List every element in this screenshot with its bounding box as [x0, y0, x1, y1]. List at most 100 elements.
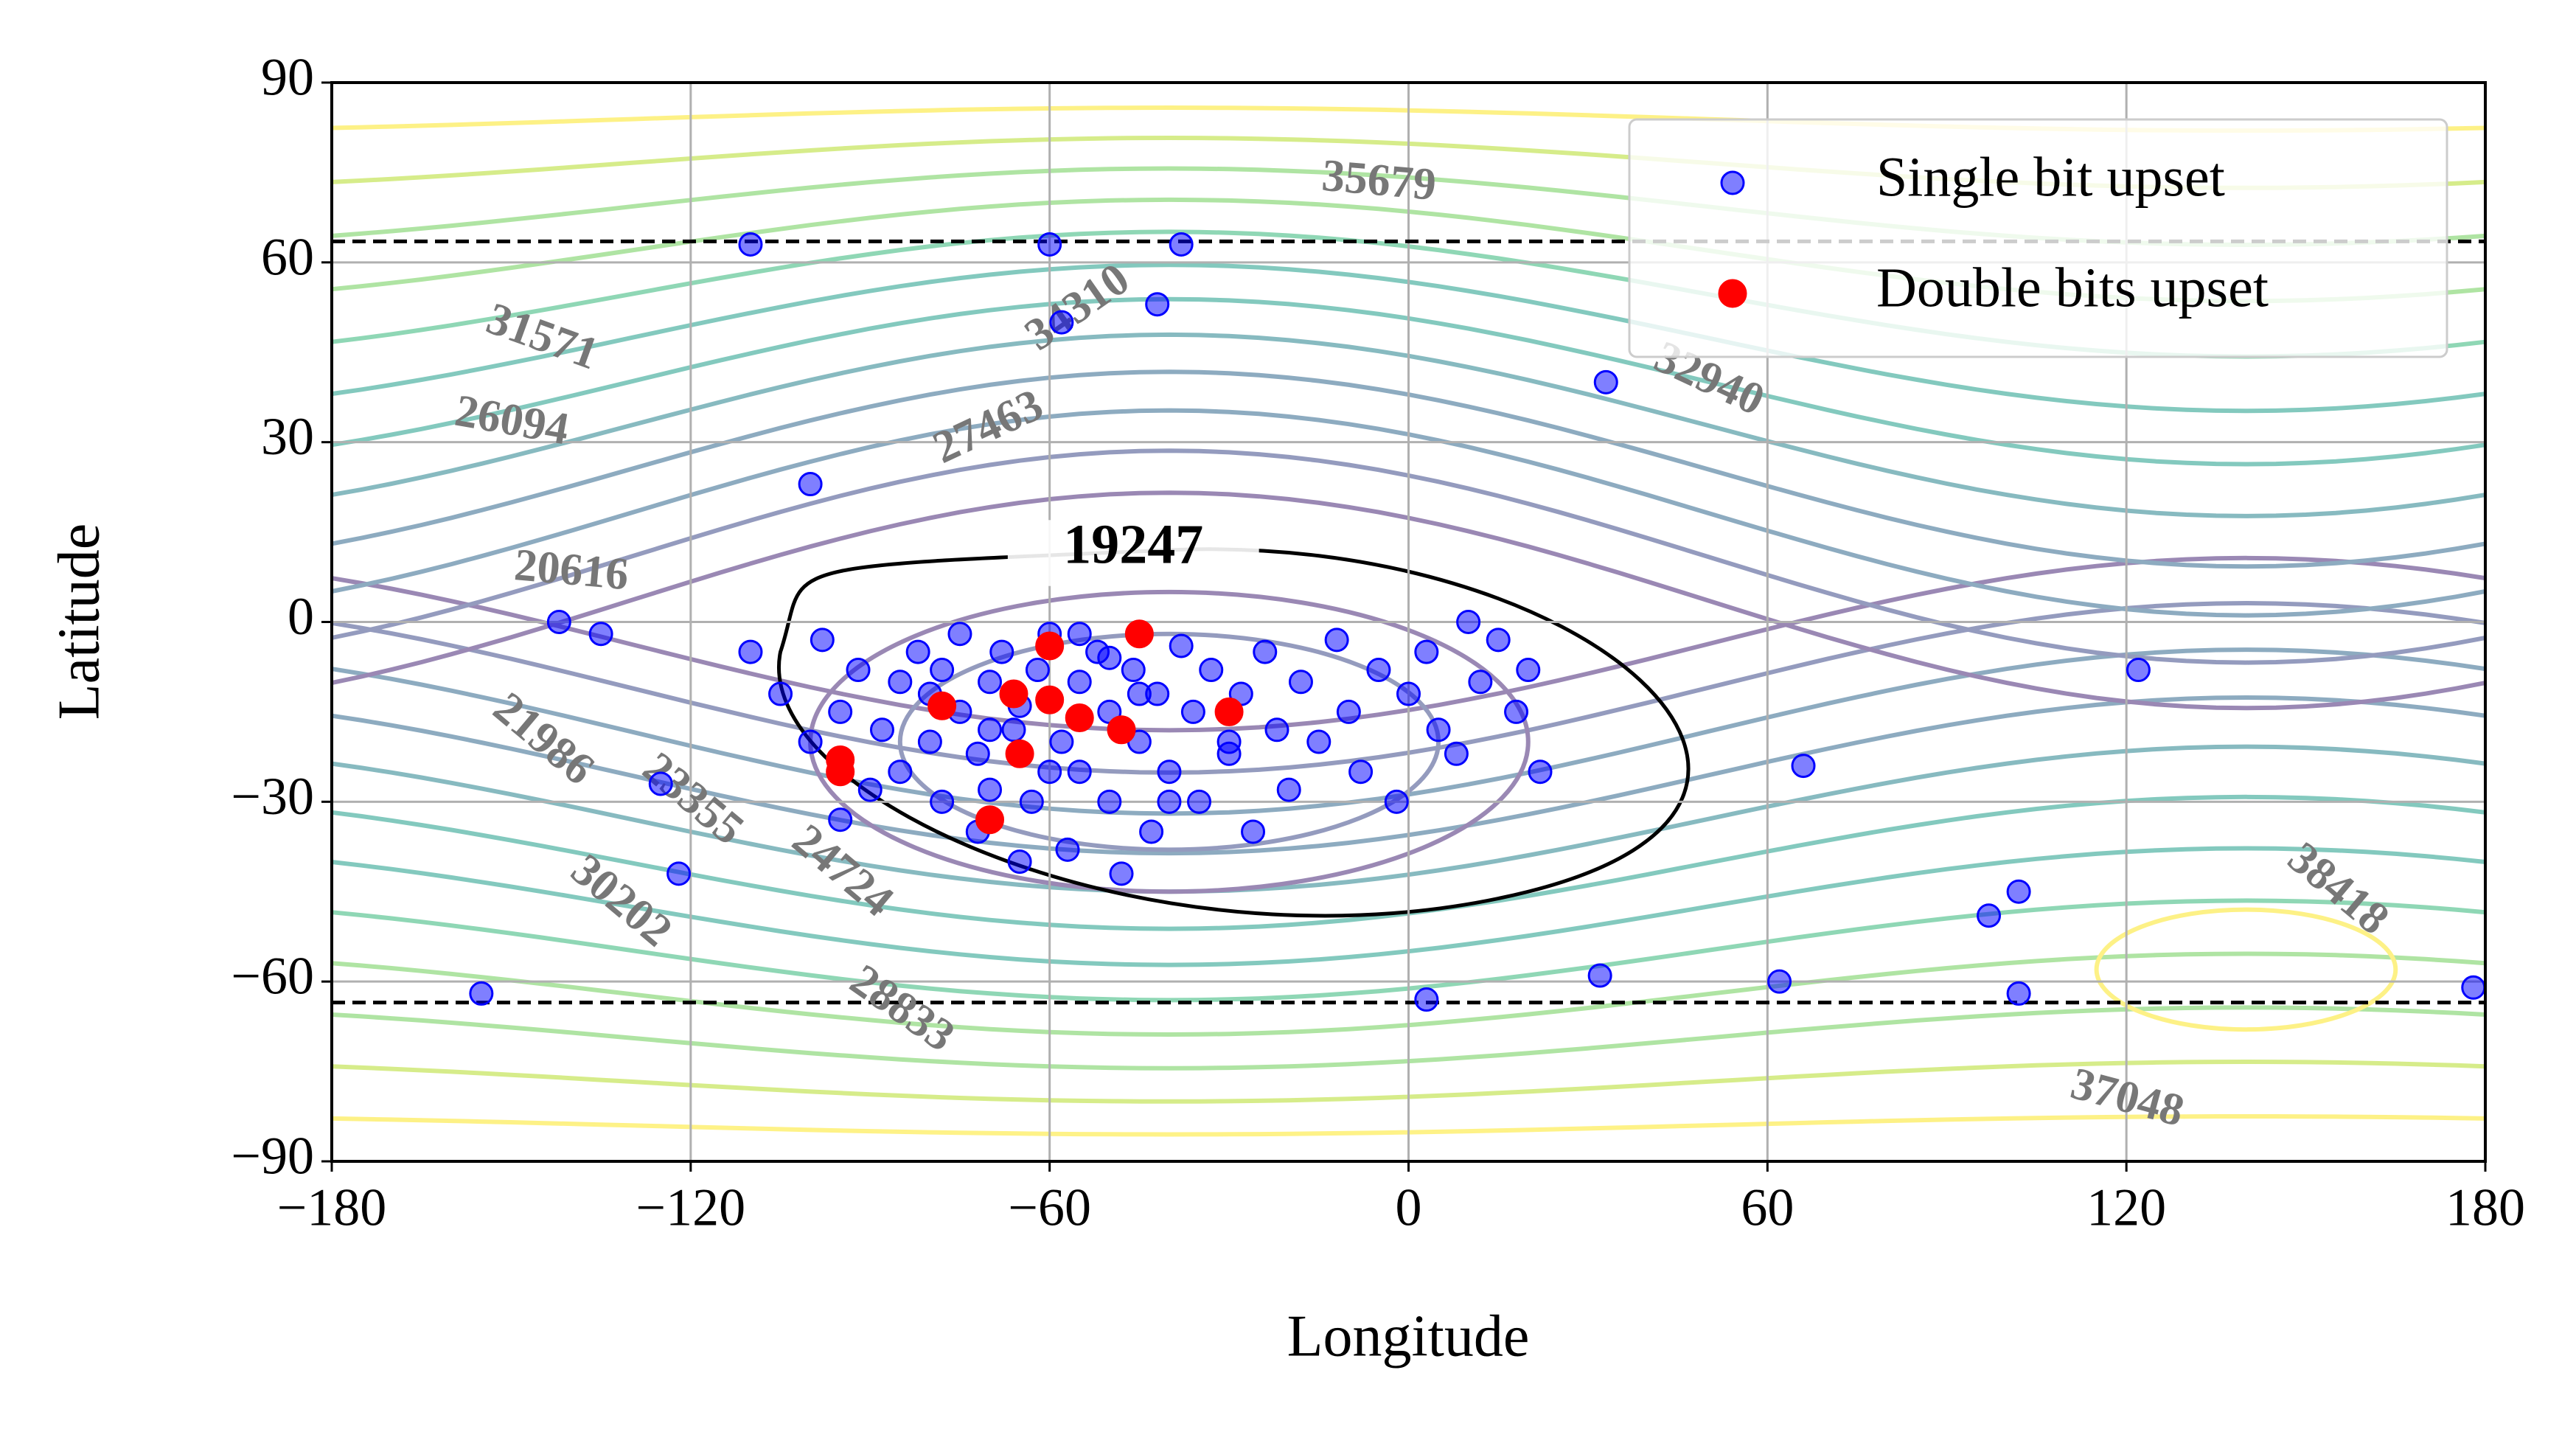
- single-upset-point: [1336, 699, 1361, 724]
- double-upset-point: [1107, 715, 1136, 745]
- single-upset-point: [1414, 639, 1439, 664]
- plot-frame: [330, 81, 2487, 1163]
- single-upset-point: [1019, 789, 1044, 814]
- y-tick-label: −30: [231, 767, 314, 826]
- single-upset-point: [588, 622, 613, 647]
- single-upset-point: [1007, 849, 1032, 875]
- contour-label: 28833: [841, 955, 964, 1062]
- single-upset-point: [947, 622, 972, 647]
- single-upset-point: [1791, 754, 1816, 779]
- single-upset-point: [1049, 310, 1074, 335]
- single-upset-point: [1187, 789, 1212, 814]
- y-tick-label: −60: [231, 947, 314, 1006]
- single-upset-point: [768, 681, 793, 706]
- single-upset-point: [989, 639, 1014, 664]
- single-upset-point: [738, 232, 763, 257]
- x-tick-label: −120: [636, 1178, 746, 1237]
- single-upset-point: [1097, 645, 1122, 670]
- single-upset-point: [1593, 369, 1618, 394]
- contour-label: 26094: [451, 386, 572, 455]
- contour-label: 21986: [484, 683, 603, 795]
- single-upset-point: [810, 627, 835, 653]
- single-upset-point: [1169, 633, 1194, 658]
- contour-line: [2094, 907, 2398, 1032]
- single-upset-point: [1366, 658, 1391, 683]
- single-upset-point: [738, 639, 763, 664]
- double-upset-point: [1214, 697, 1244, 726]
- legend-box: [1628, 118, 2448, 358]
- single-upset-point: [1055, 837, 1080, 862]
- x-tick-label: −180: [277, 1178, 387, 1237]
- single-upset-point: [1486, 627, 1511, 653]
- single-upset-point: [1067, 759, 1092, 785]
- single-upset-point: [828, 699, 853, 724]
- y-tick-label: 60: [261, 227, 314, 286]
- y-tick-label: −90: [231, 1127, 314, 1186]
- single-upset-point: [1414, 987, 1439, 1012]
- annotation: 19247: [1063, 513, 1203, 575]
- x-tick-label: −60: [1008, 1178, 1091, 1237]
- single-upset-point: [1456, 610, 1481, 634]
- single-upset-point: [1169, 232, 1194, 257]
- single-upset-point: [798, 472, 823, 497]
- single-upset-point: [1139, 819, 1164, 844]
- single-upset-point: [1264, 717, 1289, 743]
- single-upset-point: [1324, 627, 1349, 653]
- single-upset-point: [1049, 729, 1074, 754]
- single-upset-point: [1426, 717, 1451, 743]
- contour-label: 35679: [1320, 150, 1438, 210]
- x-tick-label: 60: [1741, 1178, 1794, 1237]
- single-upset-point: [905, 639, 930, 664]
- single-upset-point: [2006, 981, 2031, 1006]
- single-upset-point: [857, 777, 883, 802]
- single-upset-point: [1587, 963, 1612, 988]
- single-upset-point: [2461, 975, 2486, 1000]
- single-upset-point: [1097, 789, 1122, 814]
- annotation-bg: [1007, 520, 1259, 586]
- legend-marker: [1718, 279, 1747, 308]
- single-upset-point: [1241, 819, 1266, 844]
- single-upset-point: [1127, 681, 1152, 706]
- saa-contour: [777, 547, 1691, 918]
- single-upset-point: [1516, 658, 1541, 683]
- double-upset-point: [1065, 703, 1094, 733]
- single-upset-point: [1306, 729, 1331, 754]
- double-upset-point: [1035, 631, 1065, 661]
- single-upset-point: [1468, 670, 1493, 695]
- single-upset-point: [1001, 717, 1026, 743]
- single-upset-point: [1037, 232, 1062, 257]
- single-upset-point: [888, 759, 913, 785]
- single-upset-point: [828, 807, 853, 832]
- single-upset-point: [546, 610, 571, 634]
- single-upset-point: [1109, 861, 1134, 886]
- single-upset-point: [1253, 639, 1278, 664]
- double-upset-point: [826, 745, 855, 774]
- single-upset-point: [869, 717, 894, 743]
- single-upset-point: [930, 658, 955, 683]
- single-upset-point: [1767, 969, 1792, 994]
- y-tick-label: 30: [261, 407, 314, 466]
- single-upset-point: [846, 658, 871, 683]
- double-upset-point: [1124, 619, 1154, 649]
- y-axis-label: Latitude: [46, 524, 111, 720]
- single-upset-point: [1977, 903, 2002, 928]
- single-upset-point: [1157, 759, 1182, 785]
- single-upset-point: [1348, 759, 1374, 785]
- single-upset-point: [1157, 789, 1182, 814]
- single-upset-point: [2006, 879, 2031, 904]
- x-tick-label: 0: [1396, 1178, 1422, 1237]
- single-upset-point: [798, 729, 823, 754]
- x-axis-label: Longitude: [1287, 1304, 1530, 1369]
- single-upset-point: [1025, 658, 1050, 683]
- single-upset-point: [1444, 741, 1469, 766]
- legend-marker: [1720, 170, 1745, 195]
- single-upset-point: [978, 670, 1003, 695]
- single-upset-point: [888, 670, 913, 695]
- single-upset-point: [666, 861, 692, 886]
- y-tick-label: 90: [261, 48, 314, 107]
- single-upset-point: [648, 771, 673, 796]
- double-upset-point: [1035, 685, 1065, 714]
- single-upset-point: [1384, 789, 1409, 814]
- legend-label: Single bit upset: [1876, 146, 2225, 208]
